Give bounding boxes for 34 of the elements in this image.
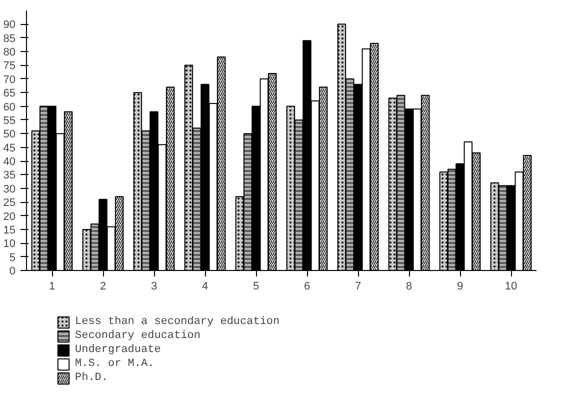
y-tick-label: 45 xyxy=(3,142,16,154)
x-tick-label: 1 xyxy=(48,280,56,292)
y-tick-label: 10 xyxy=(3,238,16,250)
y-tick-label: 5 xyxy=(9,252,16,264)
y-tick-label: 0 xyxy=(9,266,16,278)
legend-label: M.S. or M.A. xyxy=(75,357,154,371)
legend-label: Secondary education xyxy=(75,329,200,343)
y-tick-label: 25 xyxy=(3,197,16,210)
y-tick-label: 65 xyxy=(3,88,16,100)
y-tick-label: 30 xyxy=(3,183,16,196)
x-tick-label: 2 xyxy=(100,280,106,292)
x-tick-label: 6 xyxy=(304,280,310,292)
legend-label: Undergraduate xyxy=(75,343,161,357)
x-tick-label: 5 xyxy=(252,280,260,292)
x-tick-label: 9 xyxy=(456,280,464,292)
x-tick-label: 7 xyxy=(354,280,362,292)
y-tick-label: 60 xyxy=(3,101,16,114)
y-tick-label: 20 xyxy=(3,210,16,223)
y-tick-label: 15 xyxy=(3,224,16,236)
y-tick-label: 55 xyxy=(3,114,16,127)
y-tick-label: 80 xyxy=(3,46,16,59)
y-tick-label: 90 xyxy=(3,19,16,32)
y-tick-label: 75 xyxy=(3,60,16,72)
y-tick-label: 85 xyxy=(3,32,16,45)
x-tick-label: 8 xyxy=(406,280,412,292)
y-tick-label: 70 xyxy=(3,74,16,86)
x-tick-label: 3 xyxy=(150,280,158,292)
x-tick-label: 4 xyxy=(202,280,208,292)
y-tick-label: 40 xyxy=(3,156,16,168)
x-tick-label: 10 xyxy=(504,280,518,292)
y-tick-label: 50 xyxy=(3,128,16,141)
y-tick-label: 35 xyxy=(3,170,16,182)
legend-label: Less than a secondary education xyxy=(75,315,280,329)
legend-label: Ph.D. xyxy=(75,371,108,385)
